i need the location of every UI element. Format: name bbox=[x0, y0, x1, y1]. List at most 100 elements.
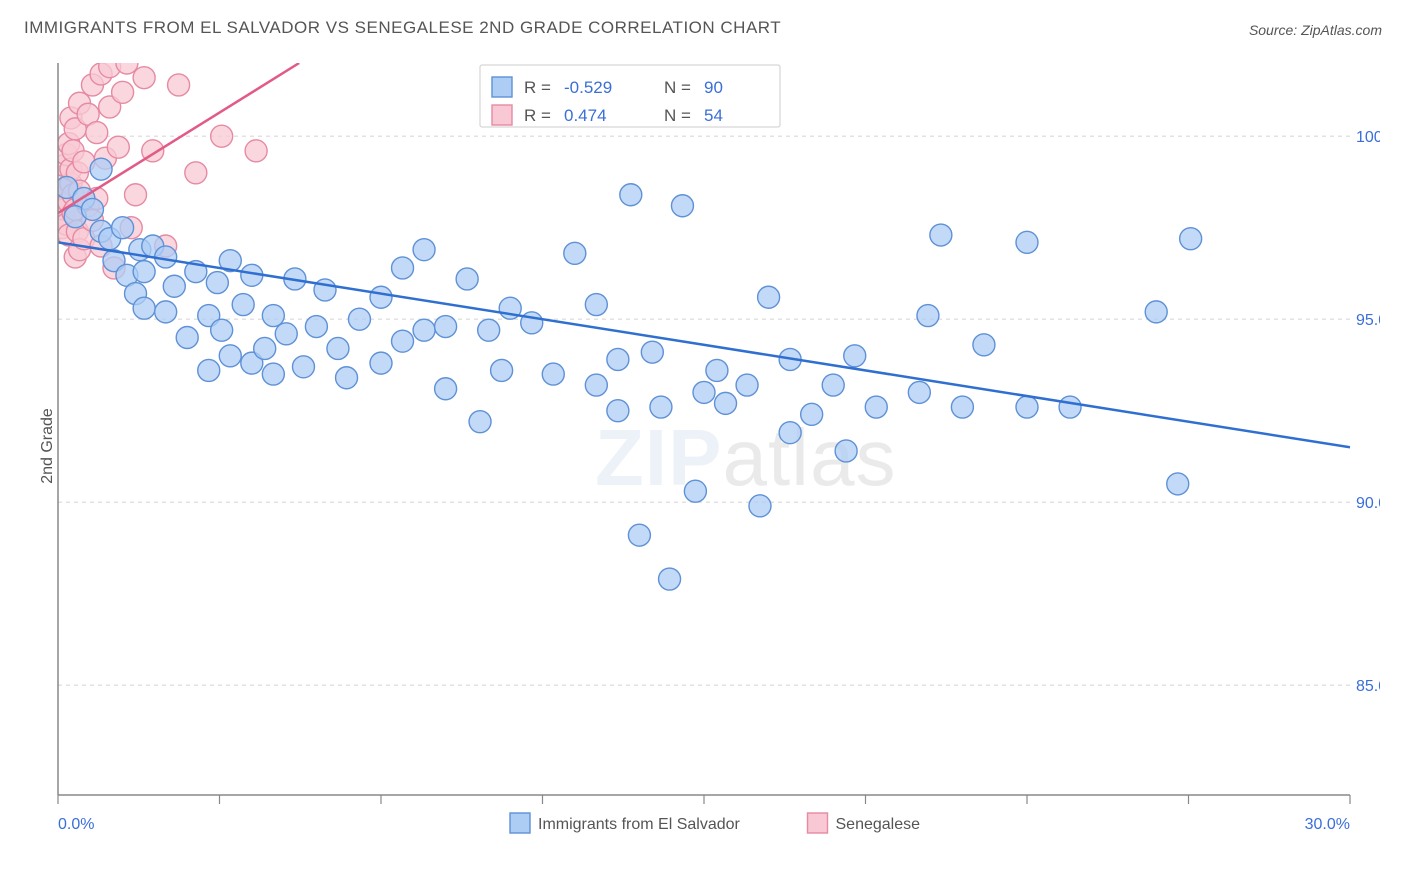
legend-n-value: 90 bbox=[704, 78, 723, 97]
data-point bbox=[262, 305, 284, 327]
legend-swatch bbox=[808, 813, 828, 833]
data-point bbox=[749, 495, 771, 517]
legend-r-label: R = bbox=[524, 106, 551, 125]
data-point bbox=[133, 261, 155, 283]
data-point bbox=[930, 224, 952, 246]
source-line: Source: ZipAtlas.com bbox=[1249, 22, 1382, 38]
data-point bbox=[413, 239, 435, 261]
data-point bbox=[133, 297, 155, 319]
legend-r-value: 0.474 bbox=[564, 106, 607, 125]
data-point bbox=[865, 396, 887, 418]
legend-series-label: Immigrants from El Salvador bbox=[538, 816, 741, 833]
data-point bbox=[585, 294, 607, 316]
data-point bbox=[779, 422, 801, 444]
data-point bbox=[650, 396, 672, 418]
legend-r-value: -0.529 bbox=[564, 78, 612, 97]
data-point bbox=[86, 122, 108, 144]
data-point bbox=[822, 374, 844, 396]
data-point bbox=[1016, 231, 1038, 253]
data-point bbox=[659, 568, 681, 590]
legend-n-value: 54 bbox=[704, 106, 723, 125]
legend-swatch bbox=[492, 105, 512, 125]
data-point bbox=[671, 195, 693, 217]
data-point bbox=[211, 319, 233, 341]
legend-series-label: Senegalese bbox=[836, 816, 921, 833]
data-point bbox=[693, 381, 715, 403]
legend-n-label: N = bbox=[664, 78, 691, 97]
data-point bbox=[684, 480, 706, 502]
data-point bbox=[491, 359, 513, 381]
data-point bbox=[90, 158, 112, 180]
data-point bbox=[211, 125, 233, 147]
data-point bbox=[370, 286, 392, 308]
data-point bbox=[254, 337, 276, 359]
data-point bbox=[951, 396, 973, 418]
data-point bbox=[163, 275, 185, 297]
data-point bbox=[275, 323, 297, 345]
data-point bbox=[81, 198, 103, 220]
data-point bbox=[736, 374, 758, 396]
source-label: Source: bbox=[1249, 22, 1301, 38]
data-point bbox=[844, 345, 866, 367]
data-point bbox=[370, 352, 392, 374]
data-point bbox=[469, 411, 491, 433]
data-point bbox=[478, 319, 500, 341]
data-point bbox=[585, 374, 607, 396]
data-point bbox=[1167, 473, 1189, 495]
data-point bbox=[327, 337, 349, 359]
data-point bbox=[758, 286, 780, 308]
chart-title: IMMIGRANTS FROM EL SALVADOR VS SENEGALES… bbox=[24, 18, 781, 38]
y-tick-label: 100.0% bbox=[1356, 129, 1380, 146]
y-tick-label: 90.0% bbox=[1356, 495, 1380, 512]
data-point bbox=[176, 327, 198, 349]
data-point bbox=[245, 140, 267, 162]
data-point bbox=[620, 184, 642, 206]
data-point bbox=[392, 330, 414, 352]
legend-n-label: N = bbox=[664, 106, 691, 125]
data-point bbox=[232, 294, 254, 316]
data-point bbox=[456, 268, 478, 290]
data-point bbox=[1145, 301, 1167, 323]
data-point bbox=[607, 400, 629, 422]
legend-swatch bbox=[510, 813, 530, 833]
data-point bbox=[917, 305, 939, 327]
data-point bbox=[168, 74, 190, 96]
data-point bbox=[908, 381, 930, 403]
data-point bbox=[133, 67, 155, 89]
data-point bbox=[125, 184, 147, 206]
data-point bbox=[305, 316, 327, 338]
data-point bbox=[348, 308, 370, 330]
correlation-legend: R =-0.529N =90R = 0.474N =54 bbox=[480, 65, 780, 127]
data-point bbox=[413, 319, 435, 341]
data-point bbox=[155, 301, 177, 323]
data-point bbox=[706, 359, 728, 381]
scatter-chart: ZIPatlas 0.0%30.0% 85.0%90.0%95.0%100.0%… bbox=[50, 55, 1380, 845]
data-point bbox=[1059, 396, 1081, 418]
data-point bbox=[973, 334, 995, 356]
data-point bbox=[292, 356, 314, 378]
y-tick-label: 85.0% bbox=[1356, 678, 1380, 695]
data-point bbox=[112, 217, 134, 239]
data-point bbox=[392, 257, 414, 279]
data-point bbox=[542, 363, 564, 385]
data-point bbox=[641, 341, 663, 363]
series-legend: Immigrants from El Salvador Senegalese bbox=[510, 813, 920, 833]
legend-swatch bbox=[492, 77, 512, 97]
data-point bbox=[1016, 396, 1038, 418]
data-point bbox=[628, 524, 650, 546]
x-max-label: 30.0% bbox=[1305, 816, 1350, 833]
data-point bbox=[715, 392, 737, 414]
data-point bbox=[198, 359, 220, 381]
data-point bbox=[262, 363, 284, 385]
data-point bbox=[435, 378, 457, 400]
data-point bbox=[801, 403, 823, 425]
data-point bbox=[607, 348, 629, 370]
data-point bbox=[435, 316, 457, 338]
y-tick-label: 95.0% bbox=[1356, 312, 1380, 329]
grid bbox=[58, 136, 1350, 685]
data-point bbox=[336, 367, 358, 389]
watermark-atlas: atlas bbox=[722, 413, 896, 502]
data-point bbox=[564, 242, 586, 264]
data-point bbox=[107, 136, 129, 158]
y-axis-ticks: 85.0% 90.0% 95.0% 100.0% bbox=[1356, 129, 1380, 695]
